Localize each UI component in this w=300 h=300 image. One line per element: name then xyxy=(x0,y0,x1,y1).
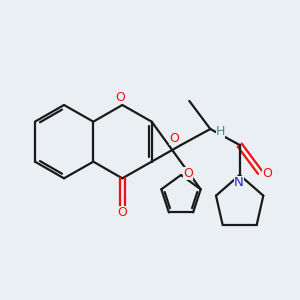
Text: N: N xyxy=(234,176,244,189)
Text: O: O xyxy=(169,133,179,146)
Text: O: O xyxy=(116,91,126,104)
Text: O: O xyxy=(183,167,193,180)
Text: O: O xyxy=(117,206,127,219)
Text: O: O xyxy=(262,167,272,181)
Text: H: H xyxy=(216,125,225,138)
